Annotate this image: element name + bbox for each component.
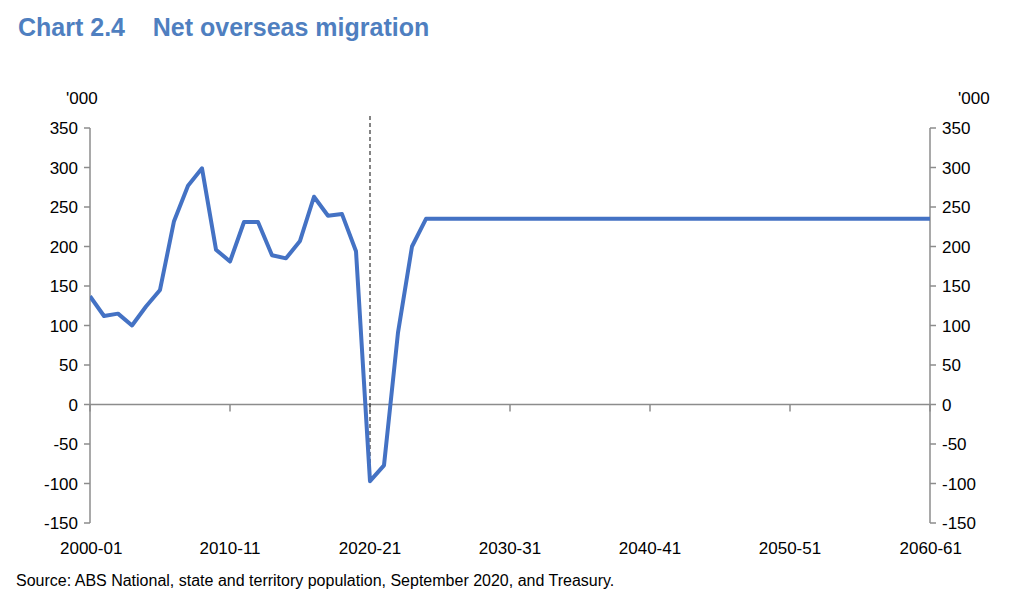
y-tick [84, 246, 90, 248]
y-tick-label: 250 [50, 198, 78, 217]
chart: Chart 2.4 Net overseas migration '000 '000… [0, 0, 1024, 598]
y-tick [84, 483, 90, 485]
y-tick [84, 206, 90, 208]
y2-tick-label: 150 [942, 277, 970, 296]
y2-tick [930, 246, 936, 248]
y2-tick-label: 300 [942, 159, 970, 178]
y2-tick-label: 350 [942, 119, 970, 138]
plot-area [90, 168, 930, 481]
line [90, 168, 930, 481]
y-axis-unit: '000 [66, 89, 98, 108]
y2-tick-label: -150 [942, 514, 976, 533]
y-tick-label: 200 [50, 238, 78, 257]
y-tick [84, 404, 90, 406]
y2-tick [930, 285, 936, 287]
y-tick-label: 0 [69, 396, 78, 415]
y-tick-label: 350 [50, 119, 78, 138]
y-tick-label: 300 [50, 159, 78, 178]
y-tick [84, 285, 90, 287]
y2-tick [930, 483, 936, 485]
x-tick [789, 405, 791, 412]
x-tick-label: 2060-61 [900, 539, 962, 558]
y2-tick-label: 100 [942, 317, 970, 336]
reference-line [369, 116, 370, 483]
x-tick-label: 2000-01 [60, 539, 122, 558]
x-tick [649, 405, 651, 412]
x-tick-label: 2040-41 [619, 539, 681, 558]
y2-tick [930, 443, 936, 445]
y2-tick-label: 250 [942, 198, 970, 217]
y-tick [84, 325, 90, 327]
y2-tick-label: -100 [942, 475, 976, 494]
y-tick [84, 364, 90, 366]
y-tick-label: 150 [50, 277, 78, 296]
y2-tick [930, 522, 936, 524]
y2-tick [930, 325, 936, 327]
y-tick [84, 127, 90, 129]
y-tick [84, 167, 90, 169]
x-tick [929, 405, 931, 412]
y2-tick [930, 364, 936, 366]
y-tick-label: -50 [53, 435, 78, 454]
x-tick [89, 405, 91, 412]
x-tick-label: 2020-21 [339, 539, 401, 558]
y2-tick-label: 50 [942, 356, 961, 375]
y2-axis-unit: '000 [958, 89, 990, 108]
y-tick-label: -150 [44, 514, 78, 533]
y-tick-label: 50 [59, 356, 78, 375]
x-tick-label: 2050-51 [759, 539, 821, 558]
y2-tick [930, 206, 936, 208]
y-tick-label: -100 [44, 475, 78, 494]
y-tick-label: 100 [50, 317, 78, 336]
y2-tick [930, 167, 936, 169]
x-tick [509, 405, 511, 412]
y2-tick-label: -50 [942, 435, 967, 454]
source-note: Source: ABS National, state and territor… [16, 572, 614, 589]
y2-tick [930, 127, 936, 129]
y-tick [84, 522, 90, 524]
x-tick-label: 2010-11 [199, 539, 260, 558]
y2-tick-label: 200 [942, 238, 970, 257]
y2-tick [930, 404, 936, 406]
y2-tick-label: 0 [942, 396, 951, 415]
y-tick [84, 443, 90, 445]
x-tick [229, 405, 231, 412]
x-tick-label: 2030-31 [479, 539, 541, 558]
title: Chart 2.4 Net overseas migration [18, 13, 429, 41]
